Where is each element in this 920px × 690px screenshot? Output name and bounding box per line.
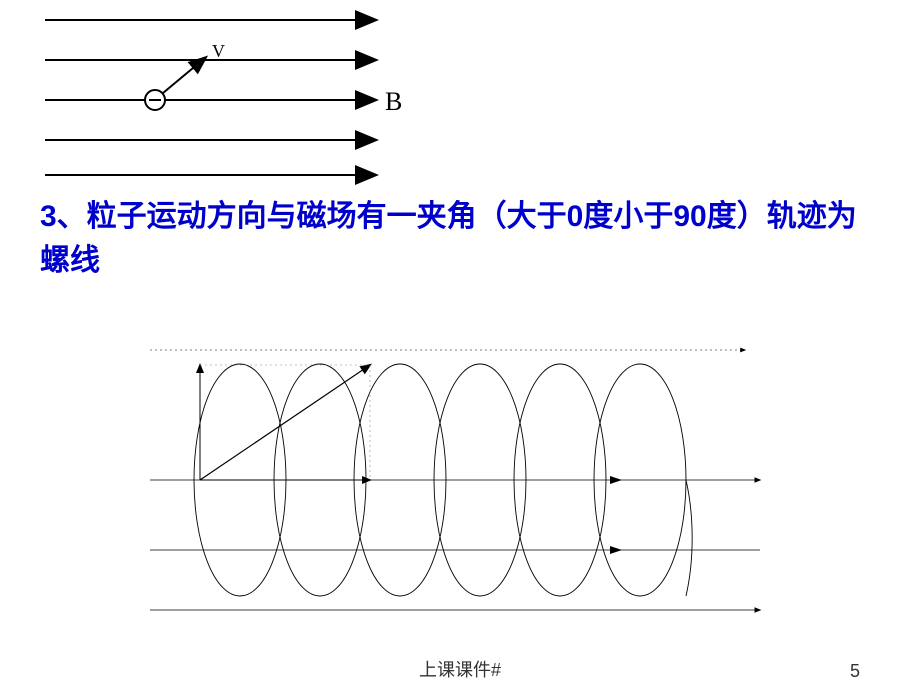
field-label: B bbox=[385, 87, 402, 116]
helix-diagram bbox=[140, 310, 780, 635]
section-heading: 3、粒子运动方向与磁场有一夹角（大于0度小于90度）轨迹为螺线 bbox=[40, 195, 880, 282]
field-particle-diagram: V B bbox=[40, 10, 420, 190]
velocity-vector bbox=[163, 58, 205, 93]
field-direction-arrows bbox=[610, 476, 622, 554]
velocity-label: V bbox=[212, 41, 225, 61]
bottom-diagram-svg bbox=[140, 310, 780, 630]
velocity-decomposition bbox=[200, 365, 370, 480]
footer-label: 上课课件# bbox=[0, 656, 920, 682]
top-diagram-svg: V B bbox=[40, 10, 420, 185]
page-number: 5 bbox=[850, 661, 860, 682]
